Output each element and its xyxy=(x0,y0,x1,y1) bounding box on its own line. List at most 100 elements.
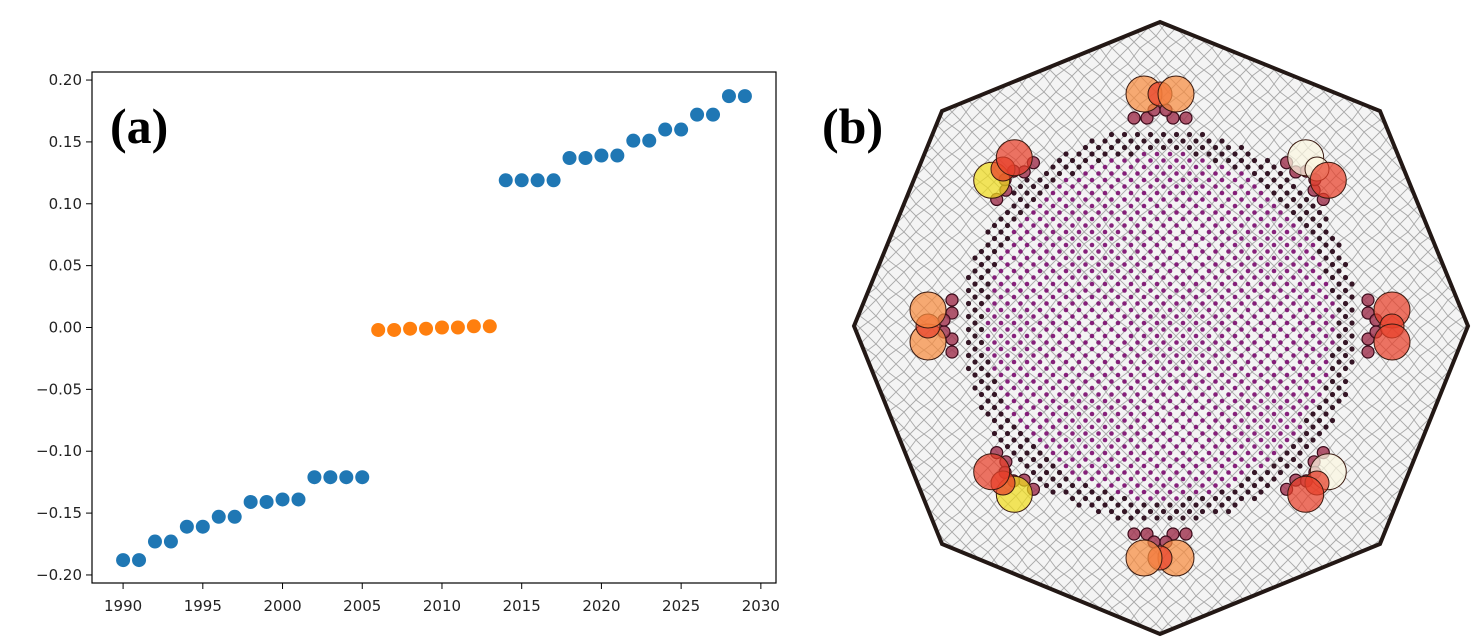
bulk-dot xyxy=(1128,190,1134,196)
bulk-dot xyxy=(1278,249,1283,254)
bulk-dot xyxy=(1173,131,1180,138)
bulk-dot xyxy=(1095,508,1102,515)
bulk-dot xyxy=(1057,457,1062,462)
bulk-dot xyxy=(1102,398,1108,404)
bulk-dot xyxy=(1239,171,1244,176)
bulk-dot xyxy=(1108,144,1115,151)
bulk-dot xyxy=(1115,411,1121,417)
bulk-dot xyxy=(1141,411,1147,417)
bulk-dot xyxy=(1109,444,1114,449)
bulk-dot xyxy=(1089,320,1095,326)
bulk-dot xyxy=(1122,249,1127,254)
bulk-dot xyxy=(1154,359,1160,365)
bulk-dot xyxy=(1174,366,1179,371)
bulk-dot xyxy=(1109,379,1114,384)
bulk-dot xyxy=(1310,203,1316,209)
bulk-dot xyxy=(1154,450,1160,456)
bulk-dot xyxy=(1258,255,1264,261)
bulk-dot xyxy=(1070,184,1075,189)
bulk-dot xyxy=(1135,236,1140,241)
bulk-dot xyxy=(1187,275,1192,280)
bulk-dot xyxy=(1122,197,1127,202)
bulk-dot xyxy=(1018,288,1023,293)
bulk-dot xyxy=(1050,463,1056,469)
bulk-dot xyxy=(1206,216,1212,222)
bulk-dot xyxy=(1219,190,1225,196)
bulk-dot xyxy=(1213,340,1218,345)
bulk-dot xyxy=(1018,418,1023,423)
bulk-dot xyxy=(1200,470,1205,475)
bulk-dot xyxy=(1284,294,1290,300)
bulk-dot xyxy=(1245,385,1251,391)
bulk-dot xyxy=(1252,262,1257,267)
bulk-dot xyxy=(1115,424,1121,430)
bulk-dot xyxy=(1200,249,1205,254)
bulk-dot xyxy=(1161,301,1166,306)
bulk-dot xyxy=(1271,320,1277,326)
bulk-dot xyxy=(1148,392,1153,397)
bulk-dot xyxy=(1148,314,1153,319)
scatter-point xyxy=(737,89,752,104)
bulk-dot xyxy=(1278,418,1283,423)
bulk-dot xyxy=(1271,242,1277,248)
bulk-dot xyxy=(1141,424,1147,430)
bulk-dot xyxy=(1044,314,1049,319)
bulk-dot xyxy=(1154,372,1160,378)
bulk-dot xyxy=(1187,236,1192,241)
bulk-dot xyxy=(1167,515,1173,521)
bulk-dot xyxy=(1141,190,1147,196)
bulk-dot xyxy=(1232,151,1238,157)
scatter-point xyxy=(626,133,641,148)
bulk-dot xyxy=(1291,301,1296,306)
bulk-dot xyxy=(1323,281,1329,287)
bulk-dot xyxy=(965,352,972,359)
bulk-dot xyxy=(1011,216,1017,222)
bulk-dot xyxy=(1239,184,1244,189)
bulk-dot xyxy=(1070,353,1075,358)
bulk-dot xyxy=(1011,411,1017,417)
bulk-dot xyxy=(1304,405,1309,410)
bulk-dot xyxy=(1265,301,1270,306)
bulk-dot xyxy=(1232,398,1238,404)
bulk-dot xyxy=(991,391,998,398)
bulk-dot xyxy=(1089,437,1095,443)
bulk-dot xyxy=(991,378,998,385)
bulk-dot xyxy=(1128,177,1134,183)
bulk-dot xyxy=(1095,157,1102,164)
bulk-dot xyxy=(1187,470,1192,475)
bulk-dot xyxy=(1128,411,1134,417)
bulk-dot xyxy=(1031,379,1036,384)
bulk-dot xyxy=(1069,157,1076,164)
bulk-dot xyxy=(1122,444,1127,449)
bulk-dot xyxy=(1258,268,1264,274)
bulk-dot xyxy=(1180,515,1186,521)
bulk-dot xyxy=(1193,502,1199,508)
bulk-dot xyxy=(1044,301,1049,306)
bulk-dot xyxy=(1271,216,1277,222)
bulk-dot xyxy=(1232,268,1238,274)
bulk-dot xyxy=(1206,281,1212,287)
bulk-dot xyxy=(1070,470,1075,475)
bulk-dot xyxy=(1304,353,1309,358)
bulk-dot xyxy=(1265,366,1270,371)
bulk-dot xyxy=(1011,242,1017,248)
bulk-dot xyxy=(1135,366,1140,371)
bulk-dot xyxy=(1044,431,1049,436)
bulk-dot xyxy=(1245,463,1251,469)
bulk-dot xyxy=(1044,249,1049,254)
bulk-dot xyxy=(1213,392,1218,397)
bulk-dot xyxy=(1096,327,1101,332)
bulk-dot xyxy=(1011,437,1017,443)
bulk-dot xyxy=(1342,300,1349,307)
bulk-dot xyxy=(1005,392,1010,397)
bulk-dot xyxy=(1037,294,1043,300)
bulk-state-dots xyxy=(965,131,1355,521)
bulk-dot xyxy=(1297,372,1303,378)
bulk-dot xyxy=(1024,424,1030,430)
bulk-dot xyxy=(1102,359,1108,365)
bulk-dot xyxy=(965,365,972,372)
bulk-dot xyxy=(1108,508,1115,515)
bulk-dot xyxy=(1290,183,1297,190)
corner-state-circle xyxy=(1157,75,1195,113)
bulk-dot xyxy=(1245,372,1251,378)
